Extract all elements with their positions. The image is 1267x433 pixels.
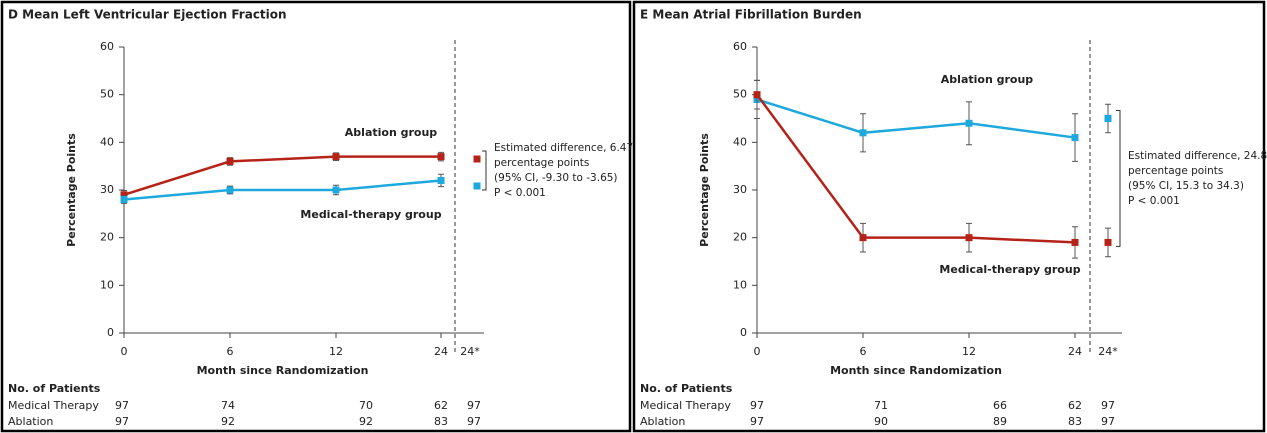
x-tick-label: 12	[962, 345, 976, 358]
panel-border	[0, 0, 632, 433]
marker	[965, 119, 973, 127]
y-tick-label: 30	[100, 183, 114, 196]
table-title: No. of Patients	[640, 382, 733, 395]
marker	[226, 186, 234, 194]
count: 71	[874, 399, 888, 412]
marker	[1071, 238, 1079, 246]
panel-border	[632, 0, 1266, 433]
series-label: Medical-therapy group	[300, 208, 441, 221]
x-tick-label: 24*	[460, 345, 480, 358]
key-marker	[473, 182, 481, 190]
bracket	[482, 150, 487, 191]
series-line	[756, 98, 1076, 139]
count: 97	[115, 415, 129, 428]
table-title: No. of Patients	[8, 382, 101, 395]
annotation: percentage points	[1128, 165, 1223, 177]
y-tick-label: 10	[733, 278, 747, 291]
chart-title: E Mean Atrial Fibrillation Burden	[640, 8, 862, 22]
y-tick-label: 0	[107, 326, 114, 339]
marker	[859, 129, 867, 137]
annotation: (95% CI, -9.30 to -3.65)	[494, 172, 618, 184]
x-axis-label: Month since Randomization	[197, 364, 369, 377]
count: 66	[993, 399, 1007, 412]
series-line	[755, 93, 1076, 244]
series-line	[123, 179, 442, 201]
marker	[965, 234, 973, 242]
marker	[120, 196, 128, 204]
annotation: P < 0.001	[1128, 195, 1180, 207]
count: 92	[359, 415, 373, 428]
y-tick-label: 20	[100, 231, 114, 244]
series-label: Ablation group	[345, 126, 438, 139]
count: 97	[1101, 415, 1115, 428]
y-tick-label: 20	[733, 231, 747, 244]
x-tick-label: 6	[227, 345, 234, 358]
x-axis-label: Month since Randomization	[830, 364, 1002, 377]
annotation: (95% CI, 15.3 to 34.3)	[1128, 180, 1244, 192]
count: 83	[434, 415, 448, 428]
marker	[332, 153, 340, 161]
y-tick-label: 40	[100, 135, 114, 148]
bracket	[1116, 110, 1121, 247]
x-tick-label: 6	[860, 345, 867, 358]
count: 97	[1101, 399, 1115, 412]
count: 70	[359, 399, 373, 412]
marker	[226, 157, 234, 165]
marker	[1104, 115, 1112, 122]
count: 74	[221, 399, 235, 412]
y-tick-label: 50	[100, 88, 114, 101]
marker	[1071, 134, 1079, 142]
count: 97	[467, 399, 481, 412]
x-tick-label: 0	[121, 345, 128, 358]
marker	[437, 176, 445, 184]
count: 97	[467, 415, 481, 428]
annotation: percentage points	[494, 157, 589, 169]
y-tick-label: 10	[100, 278, 114, 291]
count: 89	[993, 415, 1007, 428]
x-tick-label: 24*	[1098, 345, 1118, 358]
series-label: Ablation group	[941, 73, 1034, 86]
marker	[1104, 238, 1112, 246]
annotation: P < 0.001	[494, 187, 546, 199]
annotation: Estimated difference, 6.47	[494, 142, 633, 154]
marker	[332, 186, 340, 194]
chart-title: D Mean Left Ventricular Ejection Fractio…	[8, 8, 287, 22]
x-tick-label: 12	[329, 345, 343, 358]
row-label: Ablation	[640, 415, 685, 428]
series-label: Medical-therapy group	[939, 263, 1080, 276]
key-marker	[473, 155, 481, 163]
x-tick-label: 24	[434, 345, 448, 358]
y-axis-label: Percentage Points	[65, 133, 78, 247]
marker	[120, 191, 128, 199]
y-tick-label: 0	[740, 326, 747, 339]
series-line	[123, 155, 441, 196]
count: 97	[115, 399, 129, 412]
marker	[437, 153, 445, 161]
annotation: Estimated difference, 24.8	[1128, 150, 1267, 162]
y-tick-label: 40	[733, 135, 747, 148]
marker	[753, 91, 761, 99]
x-tick-label: 0	[754, 345, 761, 358]
row-label: Ablation	[8, 415, 53, 428]
count: 92	[221, 415, 235, 428]
x-tick-label: 24	[1068, 345, 1082, 358]
count: 97	[750, 415, 764, 428]
y-tick-label: 30	[733, 183, 747, 196]
y-axis-label: Percentage Points	[698, 133, 711, 247]
y-tick-label: 60	[733, 40, 747, 53]
count: 90	[874, 415, 888, 428]
y-tick-label: 60	[100, 40, 114, 53]
count: 62	[1068, 399, 1082, 412]
y-tick-label: 50	[733, 88, 747, 101]
count: 97	[750, 399, 764, 412]
row-label: Medical Therapy	[640, 399, 731, 412]
row-label: Medical Therapy	[8, 399, 99, 412]
count: 62	[434, 399, 448, 412]
count: 83	[1068, 415, 1082, 428]
marker	[859, 234, 867, 242]
